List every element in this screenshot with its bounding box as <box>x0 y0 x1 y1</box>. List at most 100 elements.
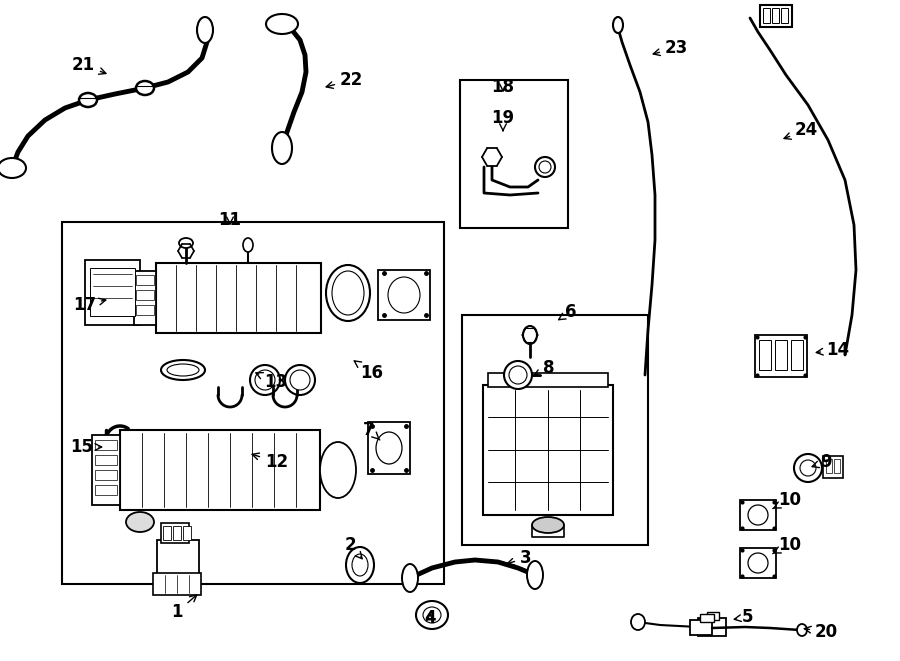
Bar <box>173 526 181 540</box>
Ellipse shape <box>527 561 543 589</box>
Bar <box>62 222 444 584</box>
Bar <box>95 485 117 495</box>
Bar <box>157 540 199 575</box>
Text: 19: 19 <box>491 109 515 131</box>
Ellipse shape <box>797 624 807 636</box>
Ellipse shape <box>332 271 364 315</box>
Bar <box>763 8 770 23</box>
Ellipse shape <box>631 614 645 630</box>
Bar <box>483 385 613 515</box>
Ellipse shape <box>352 554 368 576</box>
Ellipse shape <box>326 265 370 321</box>
Bar <box>760 5 792 27</box>
Text: 1: 1 <box>172 595 197 621</box>
Bar <box>136 290 154 300</box>
Ellipse shape <box>346 547 374 583</box>
Bar <box>85 260 140 325</box>
Ellipse shape <box>167 364 199 376</box>
Ellipse shape <box>794 454 822 482</box>
Bar <box>95 470 117 480</box>
Bar <box>460 80 568 228</box>
Text: 2: 2 <box>345 536 362 559</box>
Bar <box>95 440 117 450</box>
Ellipse shape <box>266 14 298 34</box>
Text: 24: 24 <box>784 121 818 139</box>
Bar <box>823 456 843 478</box>
Bar <box>740 500 776 530</box>
Bar <box>707 612 719 620</box>
Ellipse shape <box>272 132 292 164</box>
Ellipse shape <box>197 17 213 43</box>
Bar <box>136 305 154 315</box>
Ellipse shape <box>523 326 537 344</box>
Bar <box>120 430 320 510</box>
Bar <box>791 340 803 370</box>
Bar <box>161 523 189 543</box>
Ellipse shape <box>255 370 275 390</box>
Ellipse shape <box>800 460 816 476</box>
Ellipse shape <box>250 365 280 395</box>
Text: 10: 10 <box>773 491 801 509</box>
Ellipse shape <box>290 370 310 390</box>
Text: 14: 14 <box>816 341 849 359</box>
Text: 4: 4 <box>424 609 436 627</box>
Ellipse shape <box>509 366 527 384</box>
Bar <box>755 335 807 377</box>
Text: 10: 10 <box>773 536 801 554</box>
Ellipse shape <box>748 505 768 525</box>
Bar <box>378 270 430 320</box>
Bar <box>826 459 832 473</box>
Ellipse shape <box>532 517 564 533</box>
Text: 11: 11 <box>219 211 241 229</box>
Bar <box>834 459 840 473</box>
Bar <box>134 271 156 325</box>
Bar <box>772 8 779 23</box>
Text: 20: 20 <box>805 623 838 641</box>
Text: 15: 15 <box>70 438 102 456</box>
Ellipse shape <box>416 601 448 629</box>
Ellipse shape <box>126 512 154 532</box>
Bar <box>163 526 171 540</box>
Ellipse shape <box>285 365 315 395</box>
Text: 3: 3 <box>507 549 532 567</box>
Bar <box>759 340 771 370</box>
Text: 8: 8 <box>534 359 554 377</box>
Bar <box>153 573 201 595</box>
Ellipse shape <box>613 17 623 33</box>
Bar <box>92 435 120 505</box>
Bar <box>95 455 117 465</box>
Ellipse shape <box>79 93 97 107</box>
Ellipse shape <box>402 564 418 592</box>
Bar <box>90 268 135 316</box>
Bar <box>740 548 776 578</box>
Text: 18: 18 <box>491 78 515 96</box>
Ellipse shape <box>179 238 193 248</box>
Ellipse shape <box>504 361 532 389</box>
Ellipse shape <box>320 442 356 498</box>
Bar <box>690 620 712 635</box>
Bar <box>781 8 788 23</box>
Bar <box>368 422 410 474</box>
Text: 21: 21 <box>72 56 106 74</box>
Text: 17: 17 <box>73 296 106 314</box>
Bar <box>183 526 191 540</box>
Text: 13: 13 <box>256 373 287 391</box>
Ellipse shape <box>161 360 205 380</box>
Bar <box>136 275 154 285</box>
Text: 12: 12 <box>252 453 288 471</box>
Bar <box>156 263 321 333</box>
Ellipse shape <box>0 158 26 178</box>
Ellipse shape <box>376 432 402 464</box>
Ellipse shape <box>136 81 154 95</box>
Bar <box>462 315 648 545</box>
Ellipse shape <box>388 277 420 313</box>
Bar <box>700 614 714 622</box>
Ellipse shape <box>243 238 253 252</box>
Text: 22: 22 <box>326 71 364 89</box>
Text: 9: 9 <box>812 453 832 471</box>
Text: 16: 16 <box>355 361 383 382</box>
Text: 7: 7 <box>364 421 380 440</box>
Text: 5: 5 <box>734 608 753 626</box>
Bar <box>775 340 787 370</box>
Ellipse shape <box>423 607 441 623</box>
